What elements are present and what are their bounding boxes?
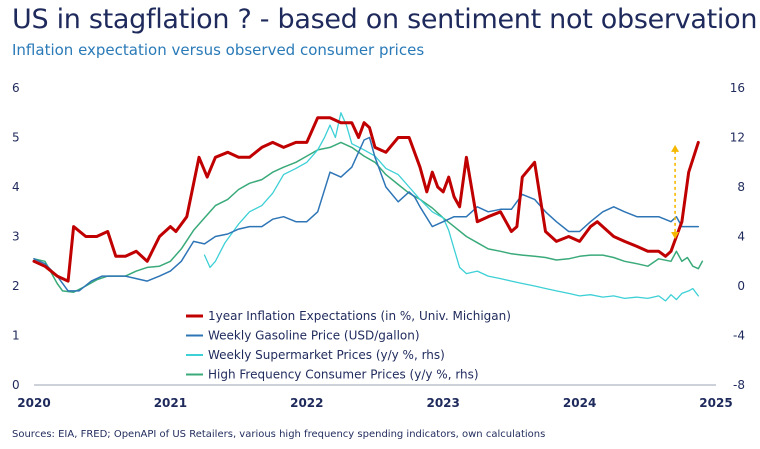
y-tick-label: 5 [12, 131, 20, 145]
y2-tick-label: -4 [733, 329, 745, 343]
series-line-0 [32, 116, 700, 283]
legend-label-3: High Frequency Consumer Prices (y/y %, r… [208, 368, 479, 382]
y-tick-label: 2 [12, 279, 20, 293]
annotation-arrowhead-bottom [671, 231, 680, 239]
y2-tick-label: 16 [730, 81, 745, 95]
y-tick-label: 6 [12, 81, 20, 95]
chart-title: US in stagflation ? - based on sentiment… [12, 4, 758, 35]
series-line-3 [33, 141, 704, 293]
legend-label-0: 1year Inflation Expectations (in %, Univ… [208, 309, 511, 323]
x-tick-label: 2025 [699, 396, 732, 410]
chart-axes: 2020 2021 2022 2023 2024 20250123456-8-404812… [12, 81, 745, 410]
legend-label-2: Weekly Supermarket Prices (y/y %, rhs) [208, 348, 445, 362]
y-tick-label: 1 [12, 329, 20, 343]
y2-tick-label: 4 [737, 230, 745, 244]
x-tick-label: 2022 [290, 396, 323, 410]
y2-tick-label: 12 [730, 131, 745, 145]
y2-tick-label: -8 [733, 378, 745, 392]
y-tick-label: 4 [12, 180, 20, 194]
y-tick-label: 3 [12, 230, 20, 244]
chart-subtitle: Inflation expectation versus observed co… [12, 41, 425, 59]
source-note: Sources: EIA, FRED; OpenAPI of US Retail… [12, 429, 546, 440]
annotation-layer [671, 144, 680, 239]
y2-tick-label: 0 [737, 279, 745, 293]
x-tick-label: 2020 [17, 396, 50, 410]
series-line-1 [33, 136, 700, 292]
x-tick-label: 2021 [154, 396, 187, 410]
annotation-arrowhead-top [671, 144, 680, 152]
x-tick-label: 2024 [563, 396, 596, 410]
series-layer [32, 112, 704, 302]
x-tick-label: 2023 [426, 396, 459, 410]
chart-legend: 1year Inflation Expectations (in %, Univ… [186, 309, 511, 382]
y2-tick-label: 8 [737, 180, 745, 194]
legend-label-1: Weekly Gasoline Price (USD/gallon) [208, 329, 420, 343]
series-line-2 [203, 112, 699, 302]
y-tick-label: 0 [12, 378, 20, 392]
